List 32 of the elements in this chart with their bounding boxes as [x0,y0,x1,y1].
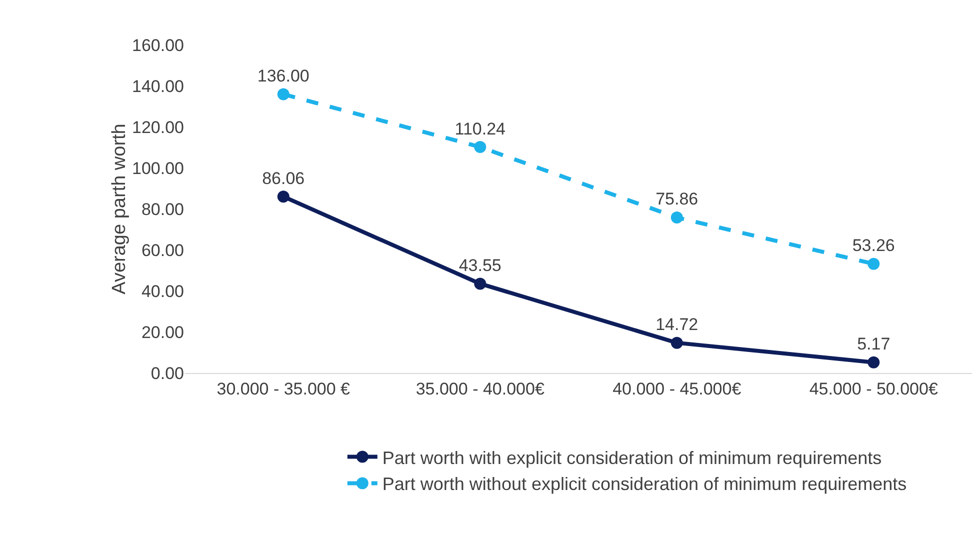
point [474,141,486,154]
y-tick-label: 160.00 [132,36,184,55]
y-tick-label: 40.00 [141,282,184,301]
y-tick-label: 80.00 [141,200,184,219]
point [474,278,486,290]
y-tick-label: 20.00 [141,322,184,342]
y-axis-title: Average parth worth [109,124,130,294]
y-tick-label: 140.00 [132,76,184,96]
data-label: 110.24 [454,119,506,138]
x-tick-label: 45.000 - 50.000€ [809,379,938,398]
x-tick-label: 35.000 - 40.000€ [416,379,545,398]
y-tick-label: 0.00 [150,364,184,383]
x-tick-label: 30.000 - 35.000 € [216,379,351,398]
data-label: 136.00 [257,66,310,86]
data-label: 75.86 [656,190,698,209]
y-tick-label: 60.00 [141,240,184,260]
data-label: 53.26 [852,236,895,256]
legend-label: Part worth without explicit consideration of minimum requirements [382,474,907,494]
point [868,356,880,368]
data-label: 86.06 [262,168,305,188]
point [277,88,290,100]
x-tick-label: 40.000 - 45.000€ [612,379,742,398]
legend-label: Part worth with explicit consideration of minimum requirements [382,448,882,468]
point [670,336,683,349]
data-label: 43.55 [458,256,502,275]
y-tick-label: 120.00 [132,118,184,137]
y-tick-label: 100.00 [132,158,184,178]
point [670,211,683,224]
point [277,190,290,203]
data-label: 14.72 [656,315,698,334]
point [868,258,880,270]
data-label: 5.17 [857,334,890,354]
